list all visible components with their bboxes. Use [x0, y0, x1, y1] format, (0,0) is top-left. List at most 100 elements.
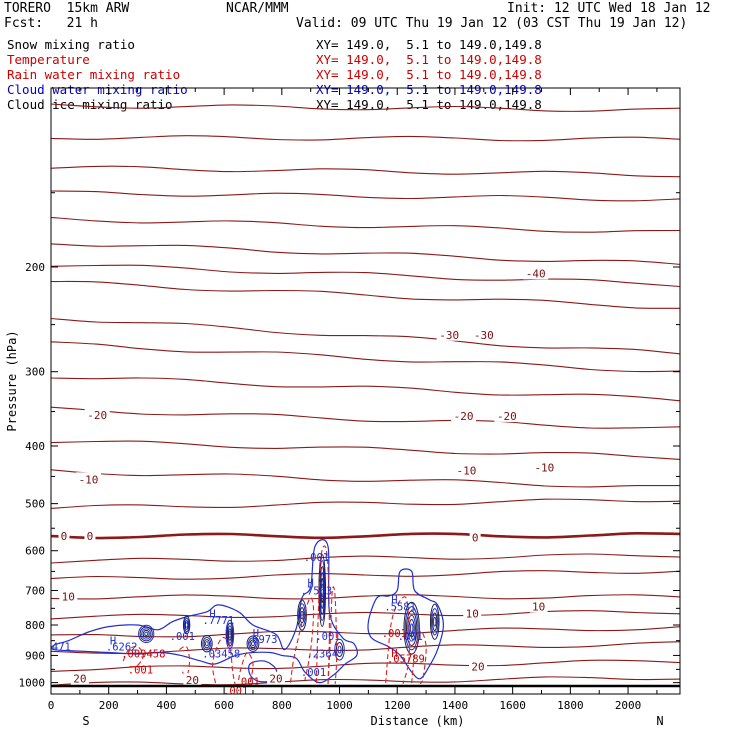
isotherm-label-bg [529, 599, 548, 613]
cloud-water-contour [297, 599, 307, 631]
legend-label: Temperature [7, 52, 90, 67]
cloud-water-contour [200, 634, 213, 653]
cloud-water-contour [227, 625, 233, 644]
cloud-water-contour [404, 606, 419, 651]
y-tick-label: 800 [25, 619, 45, 632]
isotherm-label: 0 [472, 531, 479, 544]
x-tick-label: 0 [48, 699, 55, 712]
isotherm [51, 165, 680, 178]
contour-value-label: .001 [315, 631, 340, 643]
cloud-water-contour [300, 610, 304, 620]
legend-label: Snow mixing ratio [7, 37, 135, 52]
isotherm-label-bg [183, 673, 202, 687]
x-tick-label: 200 [99, 699, 119, 712]
isotherm-label-bg [451, 408, 477, 422]
isotherm-label: 20 [73, 673, 86, 686]
isotherm [51, 317, 680, 355]
isotherm [51, 377, 680, 402]
isotherm [51, 498, 680, 510]
cloud-water-contour [406, 610, 418, 646]
isotherm-label: 0 [87, 530, 94, 543]
cloud-water-contour [141, 628, 152, 640]
legend-xy: XY= 149.0, 5.1 to 149.0,149.8 [316, 52, 542, 67]
rain-contour [289, 597, 315, 683]
y-tick-label: 1000 [19, 677, 46, 690]
isotherm [51, 190, 680, 202]
isotherm [51, 610, 680, 620]
contour-value-label: .6973 [246, 634, 278, 646]
cloud-water-contour [320, 572, 325, 609]
cloud-water-contour [138, 624, 155, 644]
isotherm [51, 659, 680, 672]
cloud-water-contour [246, 635, 260, 652]
cloud-water-contour [431, 608, 439, 636]
x-tick-label: 800 [272, 699, 292, 712]
y-tick-label: 200 [25, 261, 45, 274]
isotherm [51, 570, 680, 580]
x-tick-label: 1600 [499, 699, 526, 712]
contour-value-label: H [391, 648, 397, 660]
zero-isotherm [51, 531, 680, 540]
isotherm-label-bg [471, 327, 497, 341]
isotherm-label-bg [84, 408, 110, 422]
isotherm-label-bg [58, 529, 70, 543]
x-tick-label: 2000 [615, 699, 642, 712]
x-axis-title: Distance (km) [371, 714, 465, 728]
y-axis-title: Pressure (hPa) [5, 330, 19, 431]
contour-value-label: H [209, 608, 215, 620]
isotherm [51, 626, 680, 638]
cloud-water-contour [429, 603, 440, 640]
contour-value-label: .7771 [203, 615, 235, 627]
isotherm-label: -20 [454, 410, 474, 423]
isotherm-label: 20 [471, 661, 484, 674]
isotherm-label: -20 [87, 409, 107, 422]
contour-value-label: .03458 [202, 648, 240, 660]
isotherm-label: -10 [457, 465, 477, 478]
isotherm [51, 676, 680, 686]
isotherm-label: 10 [62, 591, 75, 604]
cloud-water-contour [298, 603, 306, 627]
cloud-water-contour [319, 566, 325, 615]
cloud-water-contour [142, 629, 150, 638]
rain-contour [237, 651, 254, 683]
cloud-water-contour [202, 637, 212, 651]
isotherm [51, 341, 680, 373]
contour-value-label: .2364 [306, 648, 338, 660]
cloud-water-outline [51, 539, 358, 684]
rain-contour [327, 586, 338, 684]
isotherm [51, 406, 680, 429]
contour-value-label: H [110, 636, 116, 648]
contour-value-label: .001 [170, 631, 195, 643]
cloud-water-contour [249, 639, 257, 649]
contour-value-label: .009458 [121, 648, 165, 660]
contour-value-label: H [391, 595, 397, 607]
cloud-water-contour [334, 638, 345, 661]
isotherm-label: 20 [186, 674, 199, 687]
legend-xy: XY= 149.0, 5.1 to 149.0,149.8 [316, 37, 542, 52]
isotherm-label-bg [469, 659, 488, 673]
rain-contour [315, 545, 330, 684]
isotherm-label-bg [469, 530, 481, 544]
y-tick-label: 700 [25, 585, 45, 598]
cloud-water-contour [144, 631, 149, 637]
isotherm-label-bg [436, 327, 462, 341]
x-tick-label: 600 [214, 699, 234, 712]
legend-xy: XY= 149.0, 5.1 to 149.0,149.8 [316, 67, 542, 82]
contour-value-label: .6262 [106, 642, 138, 654]
contour-value-label: .7563 [301, 586, 333, 598]
y-tick-label: 400 [25, 440, 45, 453]
plot-content: -40 -30 -30 -20 -20 -20 -10 -10 -10 0 0 0 10 10 10 20 20… [46, 103, 680, 697]
isotherm-label-bg [523, 266, 549, 280]
isotherm-label-bg [267, 671, 286, 685]
isotherm-label-bg [494, 408, 520, 422]
rain-contour [122, 645, 144, 668]
contour-value-label: .001 [223, 685, 248, 697]
contour-value-label: .001 [301, 667, 326, 679]
isotherm-label: -10 [79, 473, 99, 486]
cloud-water-contour [250, 641, 255, 647]
header-valid: Valid: 09 UTC Thu 19 Jan 12 (03 CST Thu … [296, 16, 688, 31]
legend-label: Rain water mixing ratio [7, 67, 181, 82]
y-tick-label: 300 [25, 366, 45, 379]
contour-value-label: .471 [46, 642, 71, 654]
isotherm [51, 469, 680, 488]
